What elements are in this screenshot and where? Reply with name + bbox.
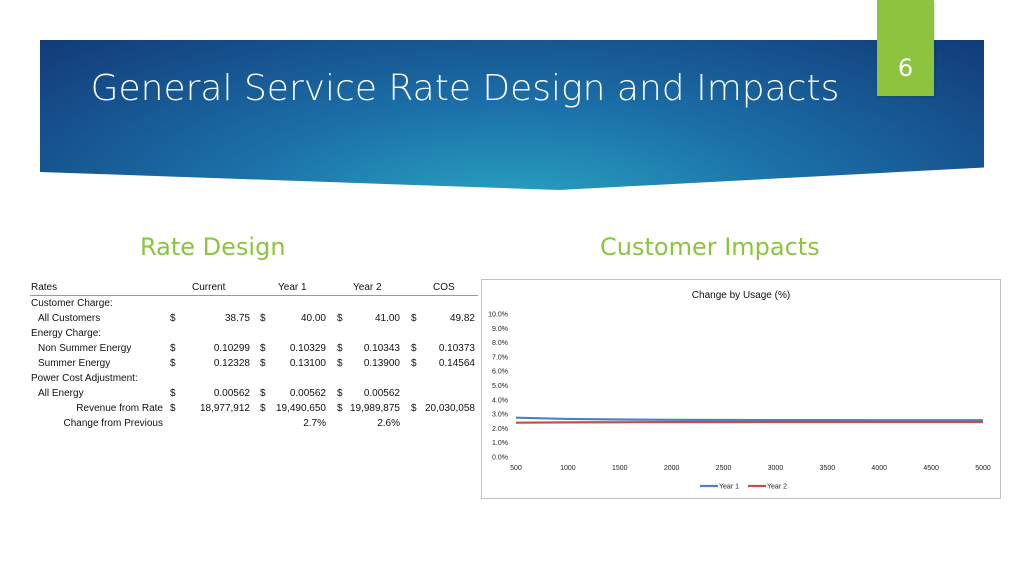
table-dollar-sign: $ bbox=[170, 313, 176, 324]
table-value: 18,977,912 bbox=[199, 403, 250, 414]
x-tick-label: 5000 bbox=[975, 465, 991, 472]
x-tick-label: 2000 bbox=[664, 465, 680, 472]
table-row: Summer Energy $0.12328 $0.13100 $0.13900 $0.… bbox=[30, 356, 478, 371]
x-tick-label: 500 bbox=[510, 465, 522, 472]
table-value: 2.6% bbox=[377, 418, 400, 429]
table-value: 0.13900 bbox=[363, 358, 400, 369]
usage-chart: Change by Usage (%) 0.0% 1.0% 2.0% 3.0% 4.0% 5… bbox=[481, 279, 1001, 499]
table-dollar-sign: $ bbox=[260, 388, 266, 399]
table-header-cell: Current bbox=[192, 282, 226, 293]
table-value: 0.00562 bbox=[289, 388, 326, 399]
table-value: 19,490,650 bbox=[275, 403, 326, 414]
table-row-label: Power Cost Adjustment: bbox=[31, 373, 138, 384]
table-dollar-sign: $ bbox=[411, 358, 417, 369]
table-header-cell: Rates bbox=[31, 282, 58, 293]
y-tick-label: 8.0% bbox=[492, 340, 508, 347]
y-tick-label: 0.0% bbox=[492, 455, 508, 462]
y-tick-label: 1.0% bbox=[492, 440, 508, 447]
usage-chart-svg: Change by Usage (%) 0.0% 1.0% 2.0% 3.0% 4.0% 5… bbox=[488, 290, 991, 491]
x-tick-label: 4500 bbox=[923, 465, 939, 472]
x-tick-label: 3000 bbox=[768, 465, 784, 472]
table-value: 0.14564 bbox=[438, 358, 475, 369]
table-row-label: Non Summer Energy bbox=[38, 343, 132, 354]
table-value: 2.7% bbox=[303, 418, 326, 429]
table-dollar-sign: $ bbox=[337, 343, 343, 354]
table-row-label: Customer Charge: bbox=[31, 298, 113, 309]
series-line-year-2 bbox=[515, 420, 983, 424]
table-value: 40.00 bbox=[300, 313, 326, 324]
table-header-cell: Year 2 bbox=[353, 282, 382, 293]
x-tick-label: 3500 bbox=[820, 465, 836, 472]
table-dollar-sign: $ bbox=[411, 343, 417, 354]
x-tick-label: 2500 bbox=[716, 465, 732, 472]
table-row: Change from Previous 2.7% 2.6% bbox=[30, 416, 478, 431]
table-dollar-sign: $ bbox=[337, 358, 343, 369]
table-dollar-sign: $ bbox=[337, 388, 343, 399]
customer-impacts-heading: Customer Impacts bbox=[600, 233, 820, 261]
y-tick-label: 4.0% bbox=[492, 397, 508, 404]
table-dollar-sign: $ bbox=[260, 343, 266, 354]
table-dollar-sign: $ bbox=[260, 403, 266, 414]
page-number: 6 bbox=[897, 54, 914, 82]
slide-title: General Service Rate Design and Impacts bbox=[90, 68, 840, 109]
table-row: Power Cost Adjustment: bbox=[30, 371, 478, 386]
table-dollar-sign: $ bbox=[170, 403, 176, 414]
rate-design-heading: Rate Design bbox=[140, 233, 286, 261]
table-header-cell: Year 1 bbox=[278, 282, 307, 293]
table-value: 0.10373 bbox=[438, 343, 475, 354]
table-row-label: Summer Energy bbox=[38, 358, 111, 369]
series-line-year-1 bbox=[515, 416, 983, 422]
table-dollar-sign: $ bbox=[170, 343, 176, 354]
table-row: Customer Charge: bbox=[30, 296, 478, 311]
table-value: 0.00562 bbox=[363, 388, 400, 399]
legend-label: Year 2 bbox=[767, 484, 787, 491]
y-tick-label: 2.0% bbox=[492, 426, 508, 433]
table-value: 49.82 bbox=[449, 313, 475, 324]
table-dollar-sign: $ bbox=[337, 313, 343, 324]
table-header-cell: COS bbox=[433, 282, 455, 293]
y-tick-label: 5.0% bbox=[492, 383, 508, 390]
chart-title: Change by Usage (%) bbox=[692, 290, 790, 301]
table-row-label: Energy Charge: bbox=[31, 328, 102, 339]
table-value: 0.00562 bbox=[213, 388, 250, 399]
table-dollar-sign: $ bbox=[337, 403, 343, 414]
table-row-label: Revenue from Rate bbox=[76, 403, 163, 414]
table-value: 0.13100 bbox=[289, 358, 326, 369]
y-tick-label: 6.0% bbox=[492, 369, 508, 376]
table-value: 0.12328 bbox=[213, 358, 250, 369]
table-value: 38.75 bbox=[224, 313, 250, 324]
rate-table: Rates Current Year 1 Year 2 COS Customer Char… bbox=[30, 280, 478, 431]
table-row: All Energy $0.00562 $0.00562 $0.00562 bbox=[30, 386, 478, 401]
table-dollar-sign: $ bbox=[411, 313, 417, 324]
y-tick-label: 3.0% bbox=[492, 412, 508, 419]
x-tick-label: 4000 bbox=[871, 465, 887, 472]
table-row: All Customers $38.75 $40.00 $41.00 $49.82 bbox=[30, 311, 478, 326]
table-row: Non Summer Energy $0.10299 $0.10329 $0.1034… bbox=[30, 341, 478, 356]
table-dollar-sign: $ bbox=[170, 388, 176, 399]
table-dollar-sign: $ bbox=[260, 358, 266, 369]
title-band bbox=[40, 40, 984, 190]
y-tick-label: 7.0% bbox=[492, 354, 508, 361]
table-value: 20,030,058 bbox=[424, 403, 475, 414]
table-dollar-sign: $ bbox=[411, 403, 417, 414]
y-tick-label: 10.0% bbox=[488, 312, 508, 319]
table-row-label: All Energy bbox=[38, 388, 84, 399]
table-value: 0.10329 bbox=[289, 343, 326, 354]
table-row-label: Change from Previous bbox=[63, 418, 164, 429]
table-value: 19,989,875 bbox=[349, 403, 400, 414]
table-header-row: Rates Current Year 1 Year 2 COS bbox=[30, 280, 478, 296]
page-number-tab bbox=[877, 0, 934, 96]
table-row: Energy Charge: bbox=[30, 326, 478, 341]
x-tick-label: 1000 bbox=[560, 465, 576, 472]
x-tick-label: 1500 bbox=[612, 465, 628, 472]
legend-label: Year 1 bbox=[719, 484, 739, 491]
table-value: 0.10343 bbox=[363, 343, 400, 354]
table-value: 41.00 bbox=[374, 313, 400, 324]
table-dollar-sign: $ bbox=[260, 313, 266, 324]
y-tick-label: 9.0% bbox=[492, 326, 508, 333]
table-row-label: All Customers bbox=[38, 313, 101, 324]
table-dollar-sign: $ bbox=[170, 358, 176, 369]
table-value: 0.10299 bbox=[213, 343, 250, 354]
table-row: Revenue from Rate $18,977,912 $19,490,650 $… bbox=[30, 401, 478, 416]
